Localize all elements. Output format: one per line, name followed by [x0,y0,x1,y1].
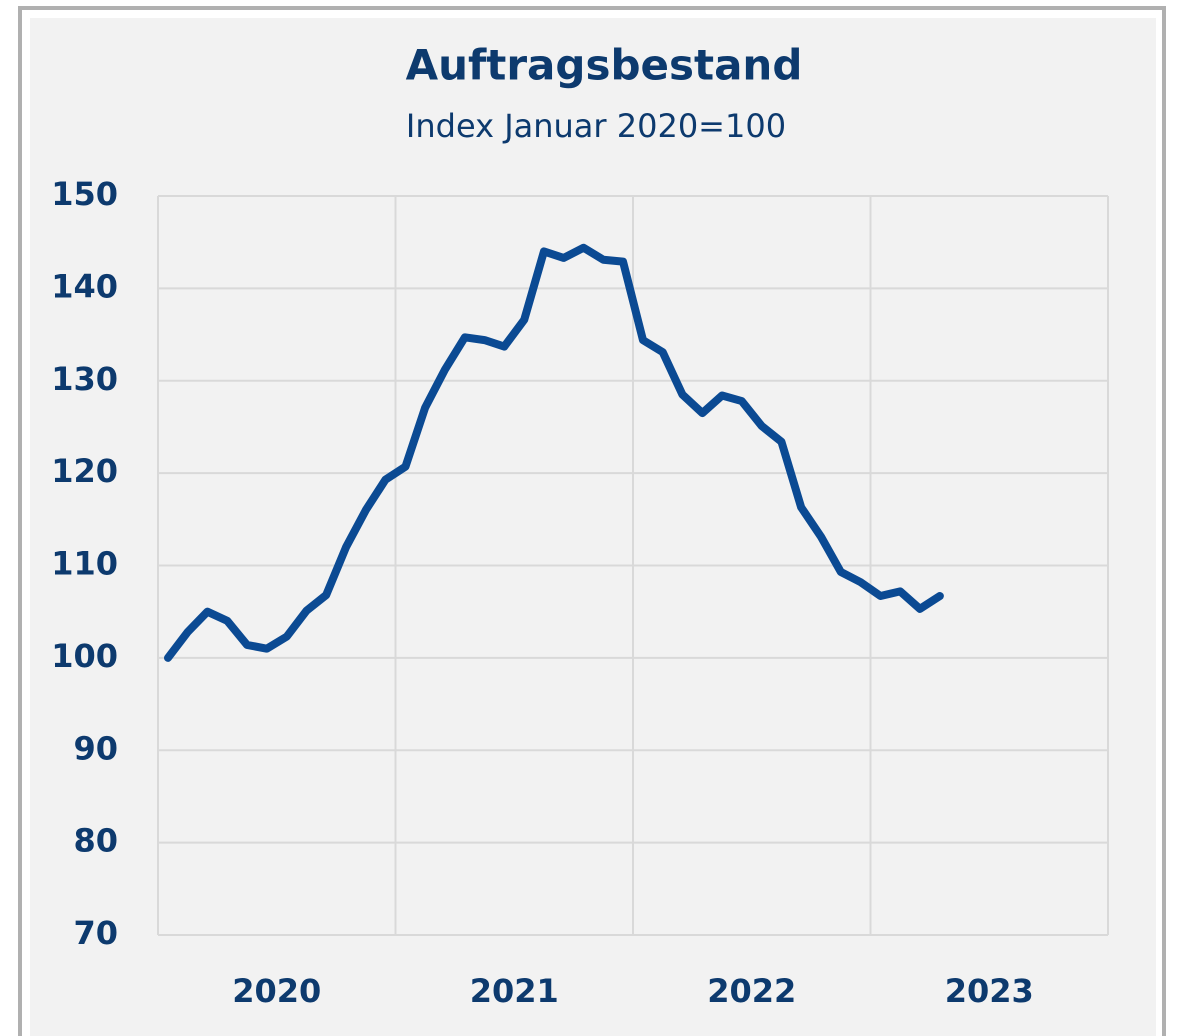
data-line [163,243,944,662]
y-tick-label: 130 [51,360,118,398]
y-tick-label: 70 [73,914,118,952]
chart-title: Auftragsbestand [406,41,803,90]
y-tick-label: 150 [51,175,118,213]
x-tick-label: 2022 [707,972,796,1010]
y-tick-label: 110 [51,545,118,583]
chart-subtitle: Index Januar 2020=100 [406,107,786,145]
x-tick-label: 2021 [470,972,559,1010]
y-tick-label: 80 [73,822,118,860]
y-tick-label: 140 [51,267,118,305]
plot-background [30,18,1156,1036]
x-tick-label: 2023 [945,972,1034,1010]
y-tick-label: 100 [51,637,118,675]
x-tick-label: 2020 [232,972,321,1010]
y-tick-label: 120 [51,452,118,490]
y-tick-label: 90 [73,729,118,767]
